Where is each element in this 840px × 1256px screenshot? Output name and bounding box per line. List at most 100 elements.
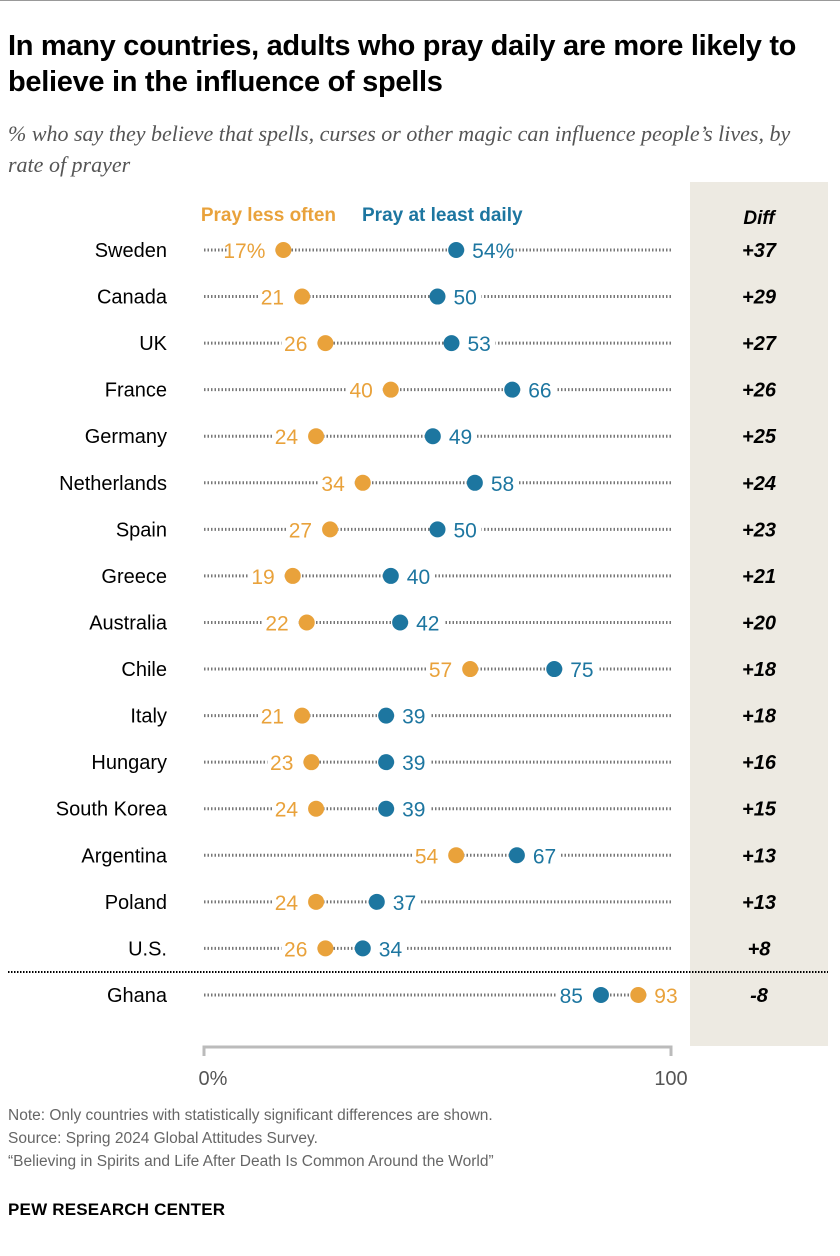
value-label-daily: 39: [402, 799, 425, 822]
x-tick-label: 100: [654, 1068, 687, 1090]
label-bg: [248, 562, 285, 589]
x-tick-label: 0%: [199, 1068, 228, 1090]
label-bg: [412, 842, 449, 869]
dot-less: [298, 614, 315, 631]
label-bg: [426, 656, 463, 683]
country-label: Germany: [85, 426, 167, 448]
diff-value: +29: [742, 287, 777, 309]
label-bg: [286, 516, 323, 543]
diff-value: +18: [742, 659, 777, 681]
label-bg: [318, 469, 355, 496]
diff-value: -8: [750, 985, 769, 1007]
value-label-daily: 54%: [472, 240, 514, 263]
country-label: U.S.: [128, 938, 167, 960]
dot-daily: [429, 521, 446, 538]
value-label-daily: 42: [416, 612, 439, 635]
value-label-daily: 39: [402, 752, 425, 775]
diff-value: +24: [742, 473, 776, 495]
label-bg: [281, 330, 318, 357]
diff-value: +16: [742, 752, 777, 774]
label-bg: [394, 749, 431, 776]
dot-daily: [429, 288, 446, 305]
diff-value: +26: [742, 380, 777, 402]
value-label-daily: 49: [449, 426, 472, 449]
diff-header: Diff: [743, 208, 776, 229]
dot-less: [354, 474, 371, 491]
value-label-less: 34: [321, 473, 345, 496]
diff-value: +15: [742, 799, 777, 821]
value-label-less: 57: [429, 659, 452, 682]
label-bg: [272, 423, 309, 450]
label-bg: [556, 981, 593, 1008]
value-label-daily: 67: [533, 845, 556, 868]
dot-daily: [392, 614, 409, 631]
label-bg: [272, 888, 309, 915]
label-bg: [445, 283, 482, 310]
value-label-less: 23: [270, 752, 293, 775]
value-label-less: 26: [284, 333, 307, 356]
label-bg: [524, 842, 561, 869]
dot-daily: [368, 893, 385, 910]
label-bg: [394, 795, 431, 822]
diff-value: +27: [742, 333, 777, 355]
value-label-daily: 50: [454, 287, 477, 310]
dot-daily: [546, 661, 563, 678]
dot-less: [303, 754, 320, 771]
value-label-less: 19: [251, 566, 274, 589]
label-bg: [370, 935, 407, 962]
value-label-daily: 53: [468, 333, 491, 356]
notes: Note: Only countries with statistically …: [8, 1104, 494, 1173]
dot-daily: [382, 567, 399, 584]
value-label-daily: 50: [454, 519, 477, 542]
value-label-less: 40: [349, 380, 372, 403]
value-label-daily: 66: [528, 380, 551, 403]
value-label-daily: 34: [379, 938, 403, 961]
diff-panel: [690, 182, 828, 1046]
x-axis: [202, 1045, 673, 1056]
country-label: Netherlands: [59, 473, 167, 495]
report-title: “Believing in Spirits and Life After Dea…: [8, 1153, 494, 1170]
label-bg: [464, 237, 513, 263]
label-bg: [459, 330, 496, 357]
value-label-less: 22: [265, 612, 288, 635]
top-rule: [0, 0, 840, 1]
label-bg: [272, 795, 309, 822]
label-bg: [398, 562, 435, 589]
diff-value: +13: [742, 892, 776, 914]
value-label-less: 24: [275, 799, 299, 822]
label-bg: [227, 237, 276, 263]
value-label-less: 21: [261, 287, 284, 310]
diff-value: +23: [742, 519, 776, 541]
country-label: Sweden: [95, 240, 167, 262]
value-label-less: 24: [275, 892, 299, 915]
country-label: Italy: [130, 706, 167, 728]
dot-less: [462, 661, 479, 678]
legend-daily: Pray at least daily: [362, 205, 523, 226]
dot-daily: [378, 800, 395, 817]
diff-value: +25: [742, 426, 777, 448]
legend-less: Pray less often: [201, 205, 336, 226]
label-bg: [394, 702, 431, 729]
label-bg: [258, 283, 295, 310]
value-label-daily: 39: [402, 706, 425, 729]
label-bg: [482, 469, 519, 496]
label-bg: [408, 609, 445, 636]
dot-less: [284, 567, 301, 584]
diff-value: +8: [748, 938, 772, 960]
country-label: Greece: [101, 566, 167, 588]
diff-value: +37: [742, 240, 777, 262]
dot-daily: [508, 847, 525, 864]
chart-title: In many countries, adults who pray daily…: [8, 30, 797, 98]
diff-value: +13: [742, 845, 776, 867]
dot-daily: [378, 707, 395, 724]
dot-less: [317, 940, 334, 957]
value-label-daily: 75: [570, 659, 593, 682]
value-label-less: 21: [261, 706, 284, 729]
dot-less: [308, 800, 325, 817]
note: Note: Only countries with statistically …: [8, 1107, 493, 1124]
dot-less: [294, 288, 311, 305]
chart-subtitle: % who say they believe that spells, curs…: [8, 121, 791, 177]
country-label: Ghana: [107, 985, 168, 1007]
value-label-daily: 37: [393, 892, 416, 915]
value-label-less: 93: [654, 985, 677, 1008]
